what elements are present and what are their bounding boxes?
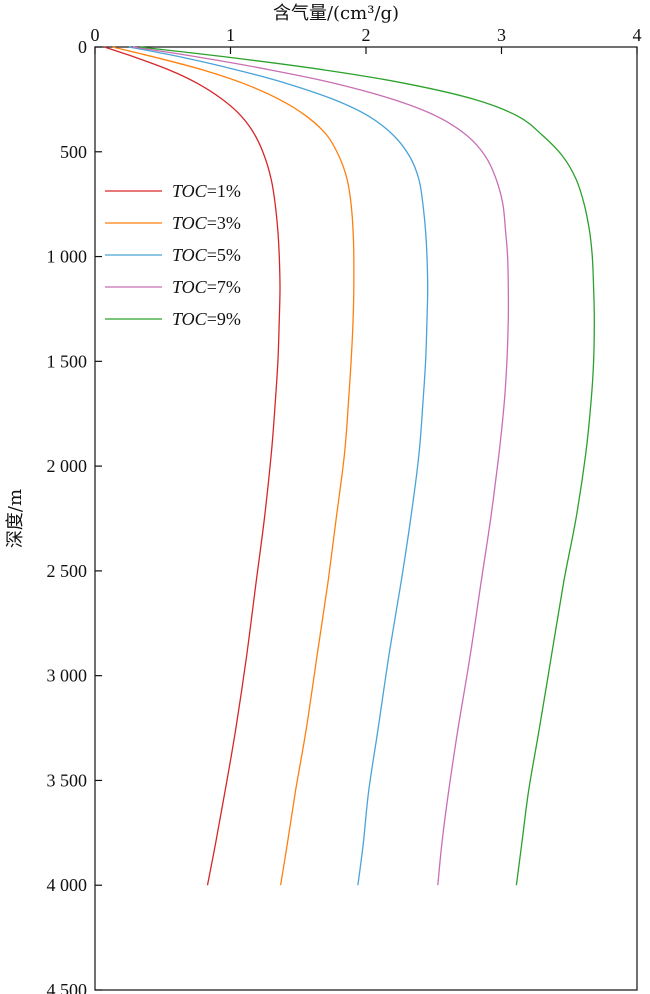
series-line-5 bbox=[139, 46, 595, 886]
legend-label-3: TOC=5% bbox=[172, 245, 241, 265]
series-line-2 bbox=[112, 46, 355, 886]
series-line-4 bbox=[132, 46, 510, 886]
x-tick-label: 1 bbox=[226, 25, 235, 45]
legend-label-1: TOC=1% bbox=[172, 181, 241, 201]
y-tick-label: 3 500 bbox=[47, 770, 88, 790]
x-axis-title: 含气量/(cm³/g) bbox=[273, 3, 399, 24]
y-tick-label: 4 000 bbox=[47, 875, 88, 895]
y-tick-label: 4 500 bbox=[47, 980, 88, 994]
x-tick-label: 4 bbox=[633, 25, 642, 45]
legend-label-2: TOC=3% bbox=[172, 213, 241, 233]
y-axis-title: 深度/m bbox=[5, 489, 26, 548]
legend-label-5: TOC=9% bbox=[172, 309, 241, 329]
y-tick-label: 0 bbox=[78, 37, 87, 57]
legend: TOC=1% TOC=3% TOC=5% TOC=7% TOC=9% bbox=[105, 181, 241, 329]
x-tick-label: 0 bbox=[91, 25, 100, 45]
x-tick-label: 3 bbox=[497, 25, 506, 45]
series-layer bbox=[104, 46, 595, 886]
y-tick-label: 2 000 bbox=[47, 456, 88, 476]
y-tick-label: 2 500 bbox=[47, 561, 88, 581]
y-tick-label: 500 bbox=[60, 142, 87, 162]
legend-label-4: TOC=7% bbox=[172, 277, 241, 297]
y-tick-label: 3 000 bbox=[47, 666, 88, 686]
axes: 0 1 2 3 4 0 500 1 000 1 500 2 000 2 500 3 000 3 500 4… bbox=[47, 25, 642, 994]
y-tick-label: 1 500 bbox=[47, 351, 88, 371]
y-tick-label: 1 000 bbox=[47, 247, 88, 267]
series-line-3 bbox=[128, 46, 429, 886]
series-line-1 bbox=[104, 46, 281, 886]
x-tick-label: 2 bbox=[362, 25, 371, 45]
